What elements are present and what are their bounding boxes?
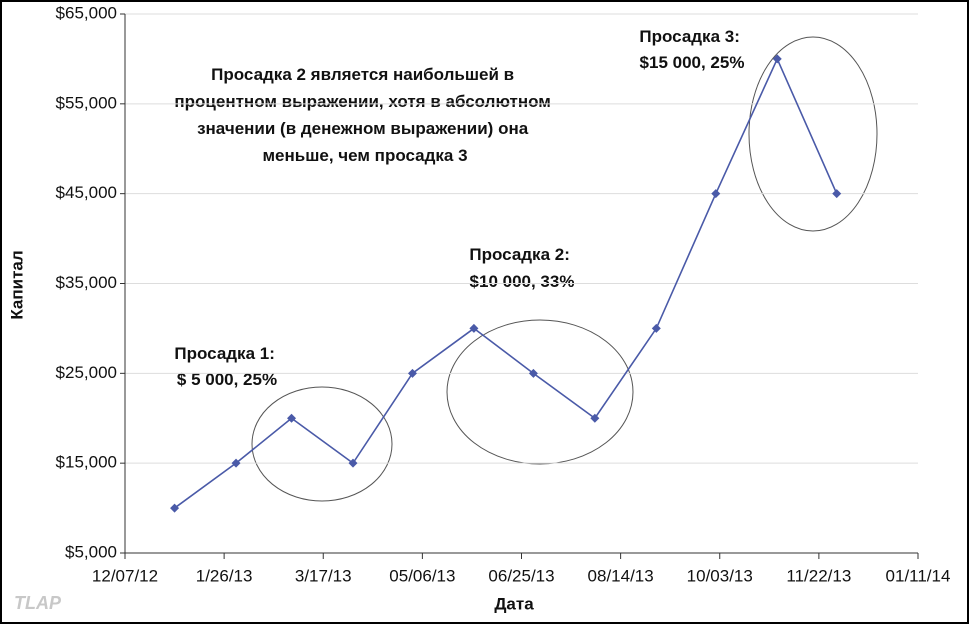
y-tick-label: $5,000 xyxy=(65,542,117,561)
annotation: Просадка 1: $ 5 000, 25% xyxy=(174,344,279,389)
marker xyxy=(528,368,538,378)
x-tick-label: 08/14/13 xyxy=(588,566,654,585)
x-axis-title: Дата xyxy=(494,594,534,613)
x-tick-label: 06/25/13 xyxy=(488,566,554,585)
marker xyxy=(348,458,358,468)
y-tick-label: $15,000 xyxy=(56,453,117,472)
marker xyxy=(711,189,721,199)
y-axis-title: Капитал xyxy=(7,250,26,319)
line xyxy=(174,56,838,509)
x-tick-label: 1/26/13 xyxy=(196,566,253,585)
x-tick-label: 10/03/13 xyxy=(687,566,753,585)
marker xyxy=(287,413,297,423)
marker xyxy=(651,323,661,333)
x-tick-label: 3/17/13 xyxy=(295,566,352,585)
drawdown-ellipse xyxy=(446,319,634,465)
marker xyxy=(170,503,180,513)
annotation: Просадка 2: $10 000, 33% xyxy=(469,245,574,291)
x-tick-label: 05/06/13 xyxy=(389,566,455,585)
x-tick-label: 12/07/12 xyxy=(92,566,158,585)
axes xyxy=(120,13,919,559)
x-tick-label: 01/11/14 xyxy=(886,566,951,585)
marker xyxy=(832,189,842,199)
marker xyxy=(231,458,241,468)
drawdown-ellipse xyxy=(748,36,878,232)
marker xyxy=(469,323,479,333)
drawdown-ellipse xyxy=(251,386,393,502)
y-tick-label: $65,000 xyxy=(56,3,117,22)
x-tick-label: 11/22/13 xyxy=(786,566,851,585)
y-tick-label: $35,000 xyxy=(56,273,117,292)
annotation: Просадка 2 является наибольшей в процент… xyxy=(174,65,555,165)
y-tick-label: $55,000 xyxy=(56,93,117,112)
marker xyxy=(590,413,600,423)
marker xyxy=(772,54,782,64)
y-tick-label: $45,000 xyxy=(56,183,117,202)
watermark: TLAP xyxy=(14,593,62,613)
annotation: Просадка 3: $15 000, 25% xyxy=(639,27,744,72)
y-tick-label: $25,000 xyxy=(56,363,117,382)
marker xyxy=(407,368,417,378)
